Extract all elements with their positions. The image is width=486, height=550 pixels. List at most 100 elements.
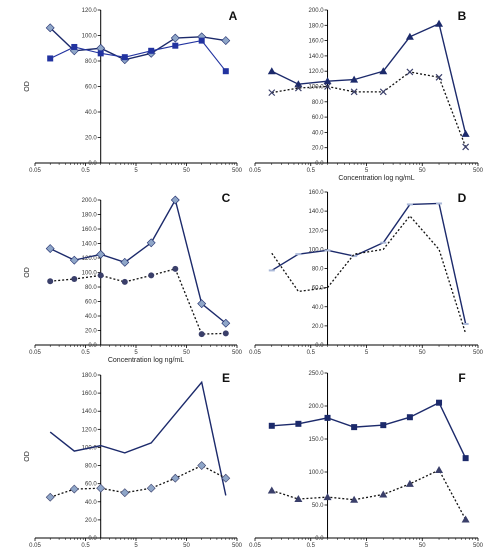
panel-f-y-tick-label: 150.0 [309,437,325,443]
panel-c-x-tick-label: 5 [134,350,138,356]
panel-a-series-2-point [222,68,229,75]
panel-e-y-tick-label: 20.0 [85,518,97,524]
panel-c-y-tick-label: 200.0 [82,198,98,204]
panel-c-y-tick-label: 120.0 [82,256,98,262]
panel-f-series-2-point [435,466,444,474]
panel-c-x-tick-label: 0.05 [29,350,41,356]
panel-f-x-tick-label: 500 [473,543,484,549]
panel-a-x-tick-label: 5 [134,168,138,174]
panel-c-series-2-point [172,265,179,272]
panel-c-x-tick-label: 500 [232,350,243,356]
panel-b-series-2-point [268,89,276,97]
panel-e-x-tick-label: 50 [183,543,190,549]
panel-e-x-tick-label: 0.05 [29,543,41,549]
panel-f-y-tick-label: 50.0 [312,503,324,509]
panel-f-series-1-point [351,424,358,431]
panel-a-y-tick-label: 80.0 [85,59,97,65]
panel-c-series-2-line [50,268,226,335]
panel-a-series-2-point [198,37,205,44]
panel-b-label: B [458,9,467,23]
panel-c-series-1-point [96,249,106,259]
panel-c-y-tick-label: 140.0 [82,242,98,248]
panel-f-series-2-point [323,493,332,501]
panel-c-series-2-point [47,278,54,285]
panel-b-series-1-point [350,75,359,83]
panel-c-x-axis-label: Concentration log ng/mL [108,357,184,364]
panel-d-x-tick-label: 0.05 [249,350,261,356]
panel-a-series-2-point [97,50,104,57]
panel-d-x-tick-label: 50 [419,350,426,356]
panel-f-x-tick-label: 50 [419,543,426,549]
panel-f-series-2-point [379,490,388,498]
panel-b-series-1-point [435,19,444,27]
panel-b-series-2-point [462,143,470,151]
panel-f-y-tick-label: 0.0 [315,536,324,542]
panel-f-series-2-point [350,495,359,503]
panel-e-series-2-point [45,492,55,502]
panel-a-series-1-point [170,33,180,43]
panel-b-series-2-line [271,71,467,148]
panel-a-y-tick-label: 20.0 [85,136,97,142]
panel-c-x-tick-label: 50 [183,350,190,356]
panel-b-series-1-point [323,77,332,85]
panel-c-y-tick-label: 60.0 [85,300,97,306]
panel-c-series-1-point [197,299,207,309]
panel-e-y-tick-label: 0.0 [88,536,97,542]
panel-b-series-2-point [350,88,358,96]
panel-c-series-1-point [120,257,130,267]
panel-e-x-tick-label: 500 [232,543,243,549]
panel-b-y-tick-label: 160.0 [309,39,325,45]
panel-b-series-2-point [406,68,414,76]
panel-e-series-1-line [49,380,227,496]
panel-e-x-tick-label: 5 [134,543,138,549]
panel-b-x-axis-label: Concentration log ng/mL [338,175,414,182]
panel-e-series-2-point [96,483,106,493]
panel-e-series-2-point [170,473,180,483]
panel-f-series-1-point [380,422,387,429]
panel-c-y-tick-label: 40.0 [85,314,97,320]
panel-b-y-tick-label: 80.0 [312,100,324,106]
panel-f-y-tick-label: 200.0 [309,404,325,410]
panel-e-series-2-point [197,461,207,470]
panel-d-y-tick-label: 80.0 [312,267,324,273]
panel-b-series-1-point [405,32,414,40]
panel-f-series-1-point [436,399,443,406]
panel-c-series-2-point [198,331,205,338]
panel-a-x-tick-label: 0.05 [29,168,41,174]
panel-b-x-tick-label: 5 [365,168,369,174]
panel-b-series-2-point [294,84,302,92]
panel-a-x-tick-label: 0.5 [81,168,90,174]
panel-a-y-axis-label: OD [24,81,31,92]
panel-b-series-1-point [379,67,388,75]
panel-c-series-1-point [69,255,79,265]
panel-c-series-1-point [170,195,180,205]
panel-c-series-2-point [148,272,155,279]
panel-c-y-tick-label: 0.0 [88,343,97,349]
panel-a-series-2-point [172,42,179,49]
panel-b-x-tick-label: 500 [473,168,484,174]
panel-d-y-tick-label: 120.0 [309,228,325,234]
panel-c-series-2-point [97,272,104,279]
panel-f-series-1-point [324,414,331,421]
panel-c-series-2-point [71,276,78,283]
panel-e-y-tick-label: 40.0 [85,500,97,506]
panel-f-series-1-point [295,420,302,427]
panel-c-y-tick-label: 100.0 [82,271,98,277]
panel-a-series-2-point [47,55,54,62]
panel-a-y-tick-label: 60.0 [85,85,97,91]
panel-e-y-tick-label: 60.0 [85,482,97,488]
panel-f-series-1-point [406,414,413,421]
panel-b-series-1-point [461,129,470,137]
panel-d-label: D [458,191,467,205]
panel-e-series-2-point [69,484,79,494]
panel-a-y-tick-label: 120.0 [82,8,98,14]
panel-b-series-2-point [324,83,331,90]
panel-f-series-1-point [462,455,469,462]
panel-b-x-tick-label: 0.05 [249,168,261,174]
panel-b-y-tick-label: 0.0 [315,161,324,167]
panel-c-series-1-point [146,238,156,248]
panel-a-x-tick-label: 500 [232,168,243,174]
panel-f-series-1-line [271,401,467,459]
panel-f-series-1-point [268,422,275,429]
